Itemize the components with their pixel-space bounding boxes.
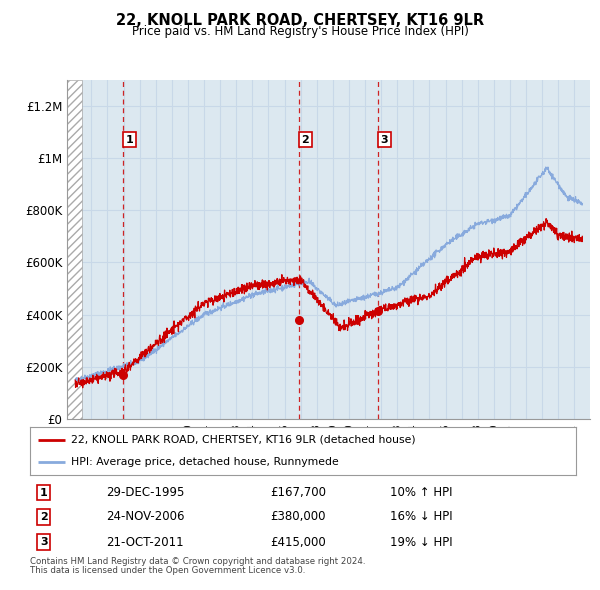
Text: Contains HM Land Registry data © Crown copyright and database right 2024.: Contains HM Land Registry data © Crown c… xyxy=(30,557,365,566)
Text: 3: 3 xyxy=(380,135,388,145)
Text: 22, KNOLL PARK ROAD, CHERTSEY, KT16 9LR (detached house): 22, KNOLL PARK ROAD, CHERTSEY, KT16 9LR … xyxy=(71,435,416,445)
Text: £380,000: £380,000 xyxy=(270,510,326,523)
Text: 24-NOV-2006: 24-NOV-2006 xyxy=(106,510,185,523)
Text: Price paid vs. HM Land Registry's House Price Index (HPI): Price paid vs. HM Land Registry's House … xyxy=(131,25,469,38)
Text: This data is licensed under the Open Government Licence v3.0.: This data is licensed under the Open Gov… xyxy=(30,566,305,575)
Text: 1: 1 xyxy=(126,135,134,145)
Text: 16% ↓ HPI: 16% ↓ HPI xyxy=(391,510,453,523)
Text: 19% ↓ HPI: 19% ↓ HPI xyxy=(391,536,453,549)
Text: 22, KNOLL PARK ROAD, CHERTSEY, KT16 9LR: 22, KNOLL PARK ROAD, CHERTSEY, KT16 9LR xyxy=(116,13,484,28)
Text: 3: 3 xyxy=(40,537,47,547)
Bar xyxy=(67,80,82,419)
Text: 29-DEC-1995: 29-DEC-1995 xyxy=(106,486,185,499)
Text: 2: 2 xyxy=(40,512,47,522)
Text: 21-OCT-2011: 21-OCT-2011 xyxy=(106,536,184,549)
Text: £167,700: £167,700 xyxy=(270,486,326,499)
Text: 1: 1 xyxy=(40,488,47,497)
Bar xyxy=(67,80,82,419)
Text: 2: 2 xyxy=(301,135,309,145)
Text: £415,000: £415,000 xyxy=(270,536,326,549)
Text: 10% ↑ HPI: 10% ↑ HPI xyxy=(391,486,453,499)
Text: HPI: Average price, detached house, Runnymede: HPI: Average price, detached house, Runn… xyxy=(71,457,338,467)
